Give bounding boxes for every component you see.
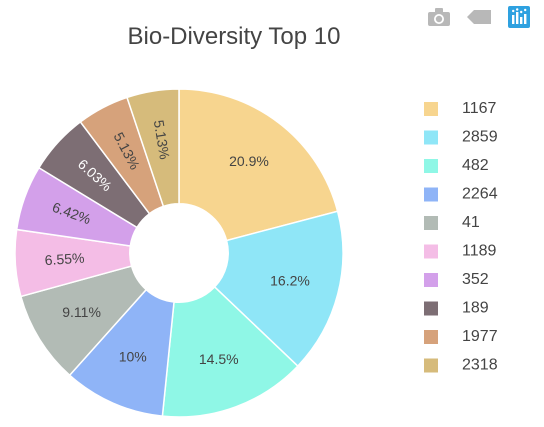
legend-swatch <box>424 330 438 344</box>
legend-swatch <box>424 216 438 230</box>
legend-swatch <box>424 301 438 316</box>
legend-item-1167[interactable]: 1167 <box>424 100 497 117</box>
legend-swatch <box>424 159 438 173</box>
legend-label: 1977 <box>462 328 498 345</box>
legend-item-482[interactable]: 482 <box>424 157 489 174</box>
slice-label-2859: 16.2% <box>270 272 310 288</box>
legend-swatch <box>424 273 438 287</box>
legend-item-189[interactable]: 189 <box>424 300 489 317</box>
pie-slices <box>14 88 344 418</box>
legend-label: 2264 <box>462 186 498 203</box>
legend-swatch <box>424 130 438 145</box>
pie-slice-1167[interactable] <box>178 88 339 242</box>
legend-label: 2318 <box>462 357 498 374</box>
legend-swatch <box>424 187 438 202</box>
slice-label-1189: 6.55% <box>44 250 85 268</box>
slice-label-2318: 5.13% <box>151 119 173 161</box>
pie-slice-2859[interactable] <box>213 210 344 368</box>
slice-label-482: 14.5% <box>199 351 239 367</box>
slice-label-41: 9.11% <box>62 304 101 320</box>
legend-item-1189[interactable]: 1189 <box>424 243 497 260</box>
legend-item-2859[interactable]: 2859 <box>424 129 498 146</box>
modebar <box>426 6 532 28</box>
tag-icon[interactable] <box>466 6 492 28</box>
legend-label: 482 <box>462 157 489 174</box>
chart-title: Bio-Diversity Top 10 <box>128 23 341 50</box>
legend-swatch <box>424 102 438 116</box>
pie-slice-2318[interactable] <box>126 88 180 208</box>
legend-swatch <box>424 244 438 259</box>
legend-label: 2859 <box>462 129 498 146</box>
legend-item-352[interactable]: 352 <box>424 271 489 288</box>
legend-item-1977[interactable]: 1977 <box>424 328 498 345</box>
legend-label: 189 <box>462 300 489 317</box>
camera-icon[interactable] <box>426 6 452 28</box>
legend-swatch <box>424 358 438 373</box>
pie-slice-482[interactable] <box>161 285 299 418</box>
legend-label: 1189 <box>462 243 497 260</box>
slice-label-1167: 20.9% <box>229 153 269 169</box>
legend-label: 352 <box>462 271 489 288</box>
legend-label: 1167 <box>462 100 497 117</box>
slice-label-2264: 10% <box>119 349 147 365</box>
legend-label: 41 <box>462 214 480 231</box>
legend-item-2318[interactable]: 2318 <box>424 357 498 374</box>
legend: 1167 2859 482 2264 41 1189 352 189 1977 2318 <box>424 100 498 374</box>
plotly-logo-icon[interactable] <box>506 6 532 28</box>
legend-item-2264[interactable]: 2264 <box>424 186 498 203</box>
legend-item-41[interactable]: 41 <box>424 214 480 231</box>
